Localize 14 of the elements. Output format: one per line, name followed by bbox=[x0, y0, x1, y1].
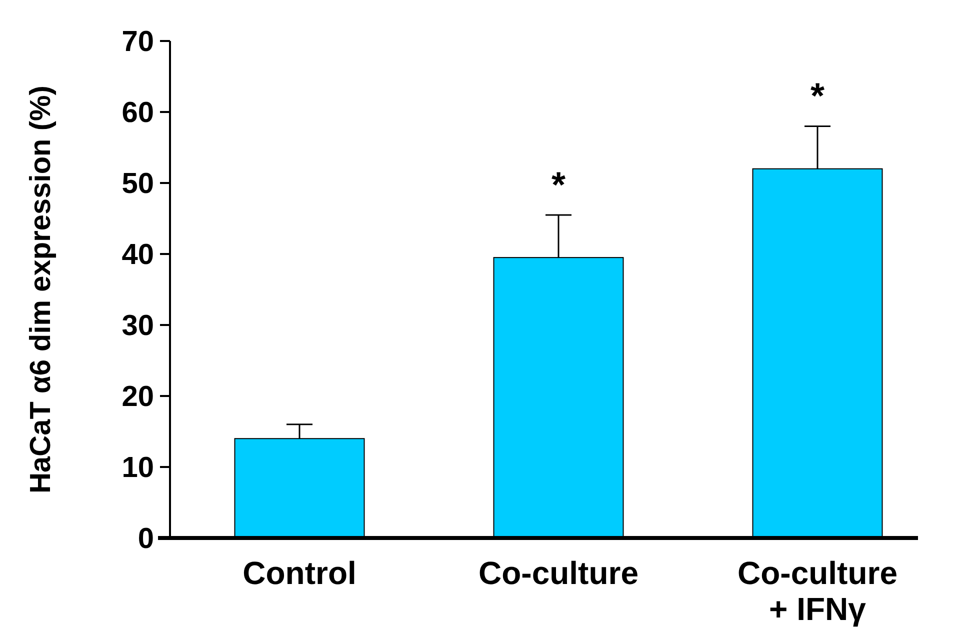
y-tick-label: 60 bbox=[122, 97, 154, 130]
y-tick-label: 10 bbox=[122, 452, 154, 484]
annotation: * bbox=[551, 164, 566, 205]
annotation: * bbox=[810, 75, 825, 116]
y-axis-title: HaCaT α6 dim expression (%) bbox=[25, 86, 57, 494]
y-tick-label: 40 bbox=[122, 239, 154, 272]
y-tick-label: 20 bbox=[122, 381, 154, 414]
x-tick-label: Control bbox=[242, 555, 356, 591]
y-tick-label: 30 bbox=[122, 310, 154, 342]
y-tick-label: 50 bbox=[122, 168, 154, 200]
x-tick-label: Co-culture bbox=[478, 555, 638, 591]
x-tick-label: Co-culture + IFNγ bbox=[738, 555, 898, 627]
y-tick-label: 70 bbox=[122, 26, 154, 58]
y-tick-label: 0 bbox=[138, 523, 154, 556]
